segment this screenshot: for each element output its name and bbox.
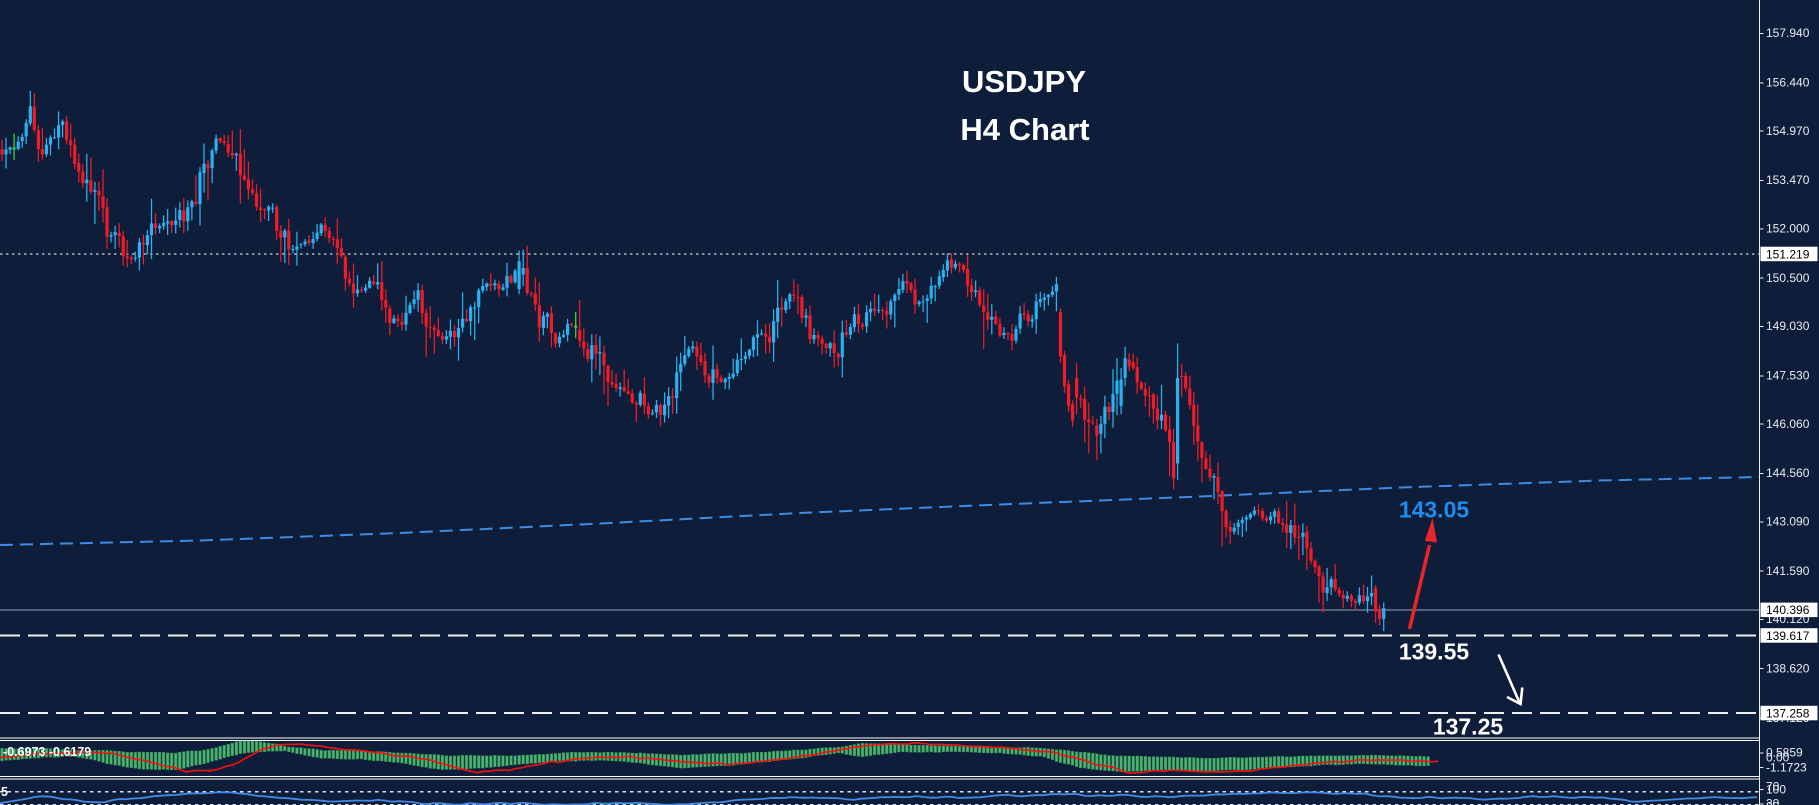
svg-text:80: 80 — [1766, 800, 1780, 805]
svg-text:137.25: 137.25 — [1433, 714, 1504, 740]
svg-text:5: 5 — [1, 785, 8, 799]
svg-text:150.500: 150.500 — [1766, 271, 1810, 285]
svg-text:157.940: 157.940 — [1766, 26, 1810, 40]
svg-text:143.05: 143.05 — [1399, 497, 1470, 523]
svg-text:138.620: 138.620 — [1766, 661, 1810, 675]
svg-text:139.617: 139.617 — [1766, 629, 1810, 643]
svg-text:0.5859: 0.5859 — [1766, 746, 1803, 760]
svg-text:153.470: 153.470 — [1766, 173, 1810, 187]
svg-text:30: 30 — [1766, 797, 1780, 805]
svg-text:146.060: 146.060 — [1766, 417, 1810, 431]
svg-text:147.530: 147.530 — [1766, 369, 1810, 383]
svg-text:140.396: 140.396 — [1766, 603, 1810, 617]
svg-text:149.030: 149.030 — [1766, 319, 1810, 333]
svg-text:156.440: 156.440 — [1766, 76, 1810, 90]
svg-text:141.590: 141.590 — [1766, 564, 1810, 578]
svg-text:-1.1723: -1.1723 — [1766, 761, 1807, 775]
svg-text:-0.6973 -0.6179: -0.6973 -0.6179 — [3, 745, 91, 759]
svg-text:0.00: 0.00 — [1766, 751, 1790, 765]
svg-text:100: 100 — [1766, 783, 1786, 797]
svg-text:H4 Chart: H4 Chart — [960, 112, 1089, 147]
svg-text:151.219: 151.219 — [1766, 247, 1810, 261]
svg-text:137.258: 137.258 — [1766, 706, 1810, 720]
svg-text:70: 70 — [1766, 780, 1780, 794]
svg-text:152.000: 152.000 — [1766, 222, 1810, 236]
svg-text:154.970: 154.970 — [1766, 124, 1810, 138]
svg-text:139.55: 139.55 — [1399, 639, 1470, 665]
svg-text:143.090: 143.090 — [1766, 515, 1810, 529]
svg-text:USDJPY: USDJPY — [962, 64, 1086, 99]
svg-text:144.560: 144.560 — [1766, 466, 1810, 480]
